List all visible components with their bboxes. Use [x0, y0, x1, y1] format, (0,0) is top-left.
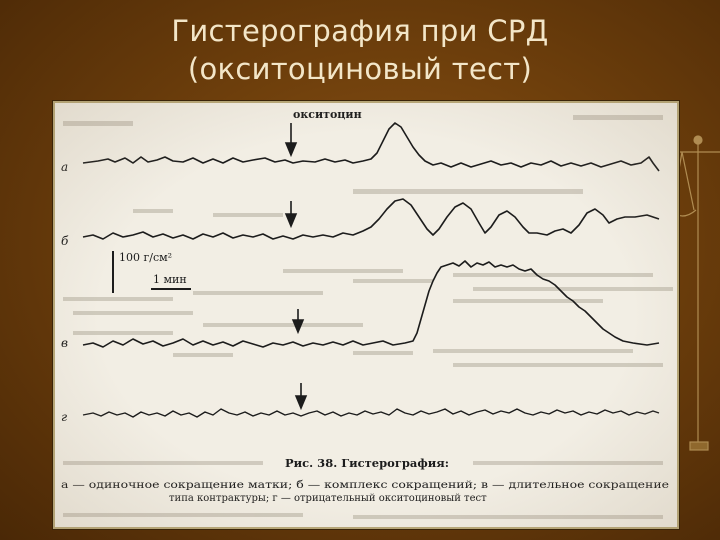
scale-pressure-label: 100 г/см² [119, 251, 172, 264]
caption-title: Рис. 38. Гистерография: [285, 456, 449, 470]
down-arrow-icon [284, 201, 298, 229]
hysterography-figure: окситоцин а б в г [52, 100, 680, 530]
trace-label-b: б [61, 234, 69, 248]
down-arrow-icon [284, 123, 298, 158]
caption-line-1: а — одиночное сокращение матки; б — комп… [61, 480, 669, 491]
page-show-through [63, 115, 673, 519]
scale-time-label: 1 мин [153, 273, 187, 286]
trace-b [82, 198, 660, 240]
caption-line-2: типа контрактуры; г — отрицательный окси… [169, 493, 487, 504]
slide-title-line-1: Гистерография при СРД [171, 14, 549, 48]
slide-title-line-2: (окситоциновый тест) [187, 52, 533, 86]
scales-of-justice-icon [669, 135, 720, 451]
trace-label-g: г [61, 410, 67, 424]
trace-v [82, 260, 660, 348]
oxytocin-label: окситоцин [293, 108, 362, 121]
down-arrow-icon [294, 383, 308, 411]
trace-a [82, 122, 660, 172]
slide-title: Гистерография при СРД (окситоциновый тес… [0, 12, 720, 88]
trace-g [82, 408, 660, 418]
trace-label-a: а [61, 160, 68, 174]
trace-label-v: в [61, 336, 68, 350]
scale-bars [112, 251, 191, 293]
down-arrow-icon [291, 309, 305, 335]
